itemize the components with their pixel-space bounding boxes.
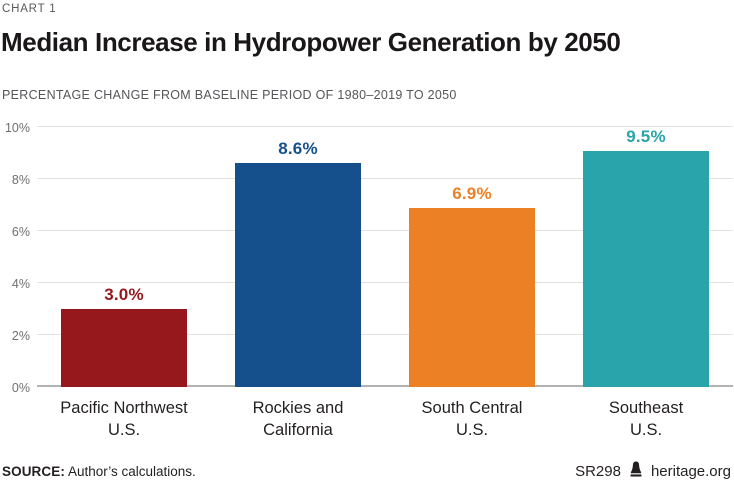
source-text: Author’s calculations.	[64, 463, 196, 479]
gridline-4%	[37, 282, 733, 283]
bar-1	[61, 309, 187, 387]
y-tick-label: 6%	[11, 225, 30, 239]
chart-title: Median Increase in Hydropower Generation…	[1, 27, 621, 57]
bar-slot: 9.5%	[559, 127, 733, 387]
brand-line: SR298 heritage.org	[575, 461, 731, 481]
brand-url: heritage.org	[650, 462, 731, 480]
y-tick-label: 2%	[11, 329, 30, 343]
gridline-10%	[37, 126, 733, 127]
bar-3	[409, 207, 535, 387]
footer: SOURCE: Author’s calculations. SR298 her…	[2, 461, 731, 481]
bar-value-label: 8.6%	[278, 139, 318, 159]
bar-value-label: 9.5%	[626, 127, 666, 146]
bar-slot: 3.0%	[37, 127, 211, 387]
plot-area: 0% 2% 4% 6% 8% 10% 3.0% 8.6% 6.9% 9.5%	[5, 121, 733, 395]
gridline-2%	[37, 334, 733, 335]
bar-slot: 6.9%	[385, 127, 559, 387]
y-tick-label: 8%	[11, 173, 30, 187]
bar-slot: 8.6%	[211, 127, 385, 387]
bar-value-label: 3.0%	[104, 285, 144, 304]
chart-number-label: CHART 1	[2, 3, 57, 15]
source-note: SOURCE: Author’s calculations.	[2, 464, 196, 479]
bar-4	[583, 151, 709, 387]
chart-subtitle: PERCENTAGE CHANGE FROM BASELINE PERIOD O…	[2, 88, 457, 102]
report-id: SR298	[575, 462, 621, 480]
x-category-label: Pacific Northwest U.S.	[60, 399, 188, 440]
liberty-bell-icon	[628, 461, 644, 481]
x-category-label: Southeast U.S.	[608, 399, 684, 440]
bars-layer: 3.0% 8.6% 6.9% 9.5%	[37, 127, 733, 387]
x-category-label: South Central U.S.	[421, 399, 523, 440]
y-tick-label: 10%	[4, 121, 30, 135]
bar-2	[235, 163, 361, 387]
x-category-label: Rockies and California	[252, 399, 344, 440]
x-axis-labels: Pacific Northwest U.S. Rockies and Califo…	[37, 397, 733, 442]
y-tick-label: 4%	[11, 277, 30, 291]
y-tick-label: 0%	[11, 381, 30, 395]
gridline-8%	[37, 178, 733, 179]
gridline-0%	[37, 385, 733, 387]
bar-value-label: 6.9%	[452, 183, 492, 203]
source-label: SOURCE:	[2, 463, 65, 479]
gridline-6%	[37, 230, 733, 231]
